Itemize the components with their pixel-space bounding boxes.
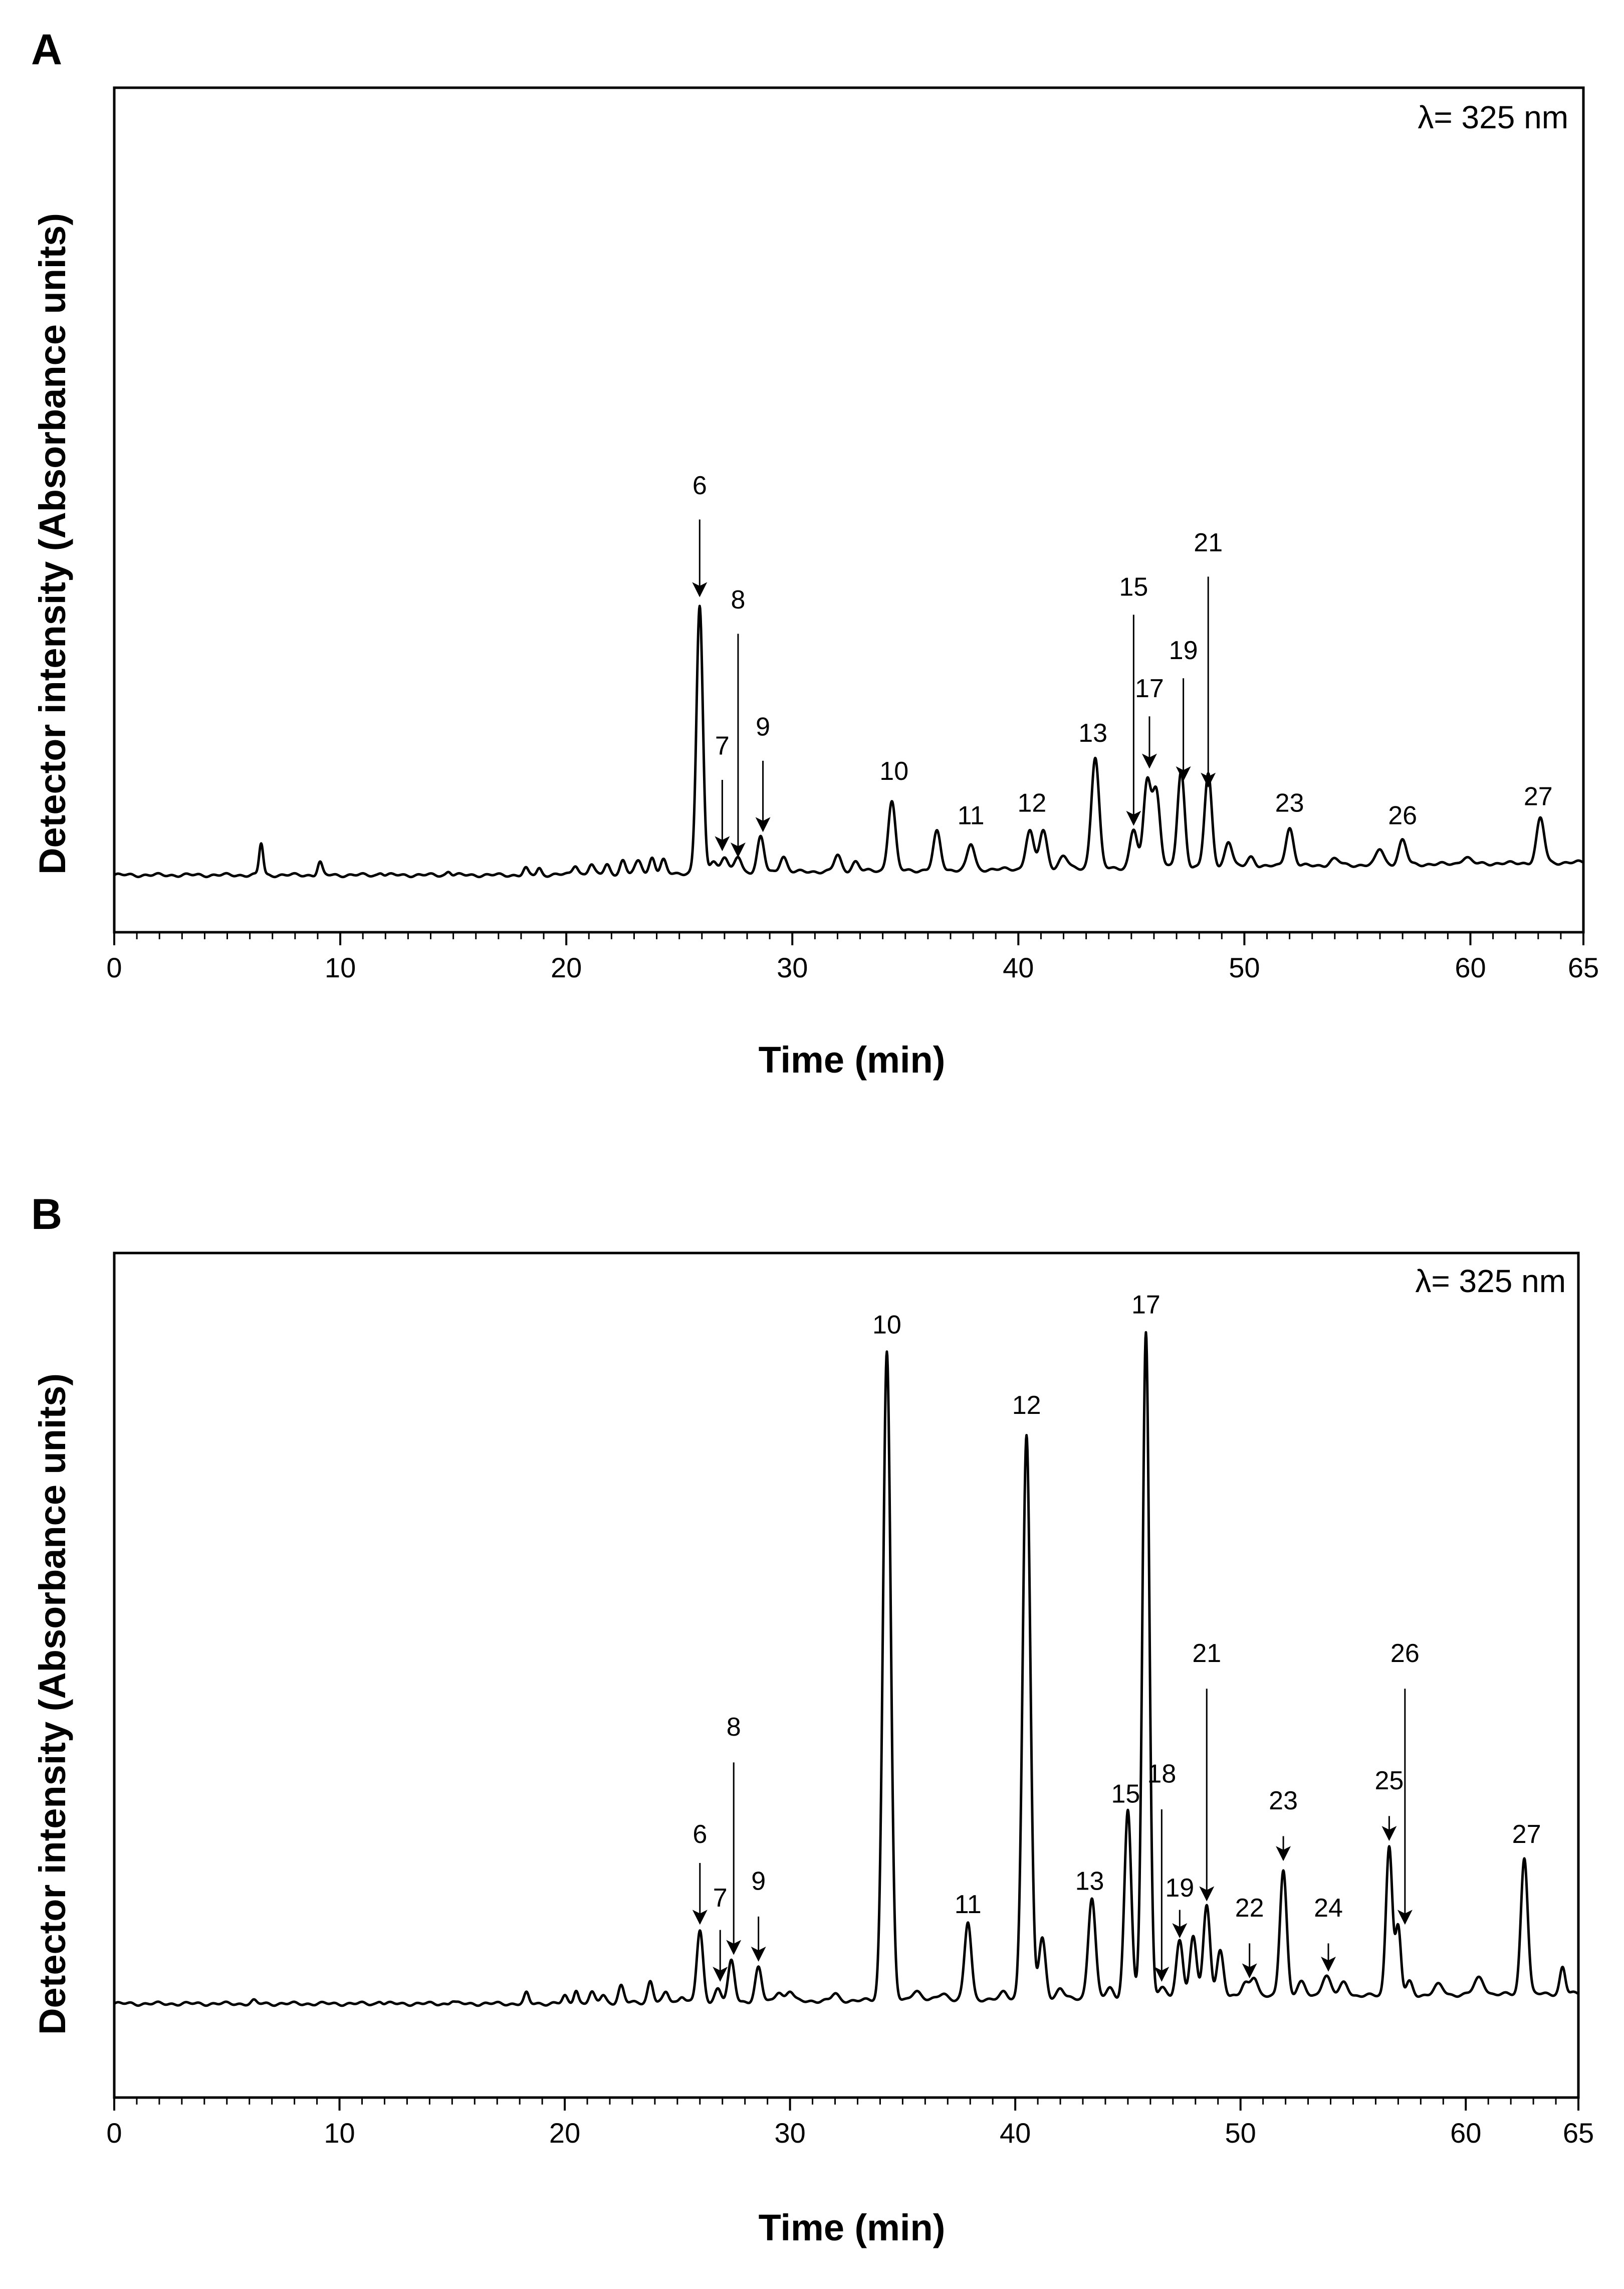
- panel-b-x-tick-label: 65: [1563, 2117, 1594, 2149]
- panel-a-x-tick-label: 0: [106, 952, 122, 983]
- panel-b-peak-label-24: 24: [1314, 1894, 1343, 1923]
- panel-b-wavelength-label: λ= 325 nm: [1415, 1263, 1566, 1299]
- panel-a-x-tick-label: 10: [325, 952, 356, 983]
- panel-a-peak-label-10: 10: [879, 757, 908, 786]
- panel-a-wavelength-label: λ= 325 nm: [1418, 99, 1568, 135]
- panel-a-peak-label-12: 12: [1017, 788, 1046, 817]
- panel-b: B Detector intensity (Absorbance units) …: [31, 1190, 1594, 2248]
- panel-a-peak-label-9: 9: [756, 712, 770, 741]
- panel-b-peak-label-26: 26: [1390, 1639, 1420, 1668]
- panel-b-peak-label-21: 21: [1192, 1639, 1221, 1668]
- panel-a-x-tick-label: 20: [551, 952, 582, 983]
- panel-a-plot-frame: [113, 86, 1585, 934]
- panel-a-x-tick-label: 50: [1229, 952, 1260, 983]
- panel-a-peak-label-23: 23: [1275, 788, 1304, 817]
- panel-b-x-tick-label: 20: [549, 2117, 580, 2149]
- panel-b-peak-label-27: 27: [1512, 1820, 1541, 1849]
- panel-b-x-axis-title: Time (min): [759, 2207, 946, 2248]
- panel-b-x-tick-label: 30: [774, 2117, 805, 2149]
- panel-b-x-tick-label: 40: [1000, 2117, 1031, 2149]
- panel-a-x-tick-label: 65: [1568, 952, 1599, 983]
- panel-a-peak-label-27: 27: [1524, 782, 1553, 811]
- panel-b-y-axis-title: Detector intensity (Absorbance units): [32, 1373, 73, 2035]
- panel-b-peak-label-6: 6: [692, 1820, 707, 1849]
- panel-b-x-tick-label: 60: [1450, 2117, 1481, 2149]
- panel-a-x-axis-title: Time (min): [759, 1039, 946, 1081]
- panel-a-peak-label-15: 15: [1119, 573, 1148, 602]
- panel-a-peak-label-26: 26: [1388, 801, 1417, 830]
- panel-a-peak-label-21: 21: [1194, 528, 1223, 557]
- panel-a-peak-label-11: 11: [958, 801, 985, 830]
- panel-a-peak-label-7: 7: [715, 731, 730, 760]
- panel-b-letter: B: [31, 1190, 62, 1238]
- panel-a-chromatogram-trace: [113, 604, 1584, 879]
- panel-b-chromatogram-trace: [113, 1331, 1579, 2007]
- panel-a-peak-label-8: 8: [731, 585, 746, 614]
- panel-b-peak-label-7: 7: [713, 1884, 728, 1913]
- panel-a-peak-label-19: 19: [1169, 636, 1198, 665]
- panel-b-peak-label-12: 12: [1012, 1391, 1041, 1420]
- panel-a-x-tick-label: 60: [1455, 952, 1486, 983]
- panel-a-x-tick-label: 40: [1003, 952, 1034, 983]
- panel-b-peak-label-13: 13: [1075, 1866, 1104, 1896]
- panel-a-peak-label-13: 13: [1078, 719, 1107, 748]
- panel-b-peak-label-11: 11: [955, 1890, 982, 1919]
- panel-b-peak-label-18: 18: [1147, 1759, 1176, 1788]
- panel-b-peak-label-9: 9: [751, 1866, 766, 1896]
- panel-b-peak-label-22: 22: [1235, 1894, 1264, 1923]
- panel-b-plot-frame: [113, 1252, 1580, 2099]
- panel-b-x-tick-label: 0: [106, 2117, 122, 2149]
- panel-b-peak-label-8: 8: [727, 1713, 741, 1742]
- panel-a-peak-label-6: 6: [692, 471, 707, 500]
- panel-b-plot: 0 10 20 30 40 50 60 65 6 7 8 9 10 11 12 13 15 17 18 19 21 22 2…: [106, 1252, 1594, 2149]
- panel-b-x-tick-label: 10: [324, 2117, 355, 2149]
- panel-b-peak-label-15: 15: [1111, 1780, 1140, 1809]
- panel-b-peak-label-25: 25: [1374, 1766, 1404, 1795]
- panel-a-x-tick-label: 30: [777, 952, 808, 983]
- panel-a-y-axis-title: Detector intensity (Absorbance units): [32, 213, 73, 875]
- panel-b-peak-label-23: 23: [1269, 1786, 1298, 1815]
- panel-b-peak-label-19: 19: [1165, 1874, 1194, 1903]
- panel-b-peak-label-17: 17: [1131, 1290, 1161, 1319]
- panel-a-letter: A: [31, 26, 62, 74]
- panel-a-peak-label-17: 17: [1135, 674, 1164, 703]
- panel-a: A Detector intensity (Absorbance units) …: [31, 26, 1599, 1081]
- panel-b-peak-label-10: 10: [872, 1310, 901, 1339]
- panel-b-x-tick-label: 50: [1225, 2117, 1256, 2149]
